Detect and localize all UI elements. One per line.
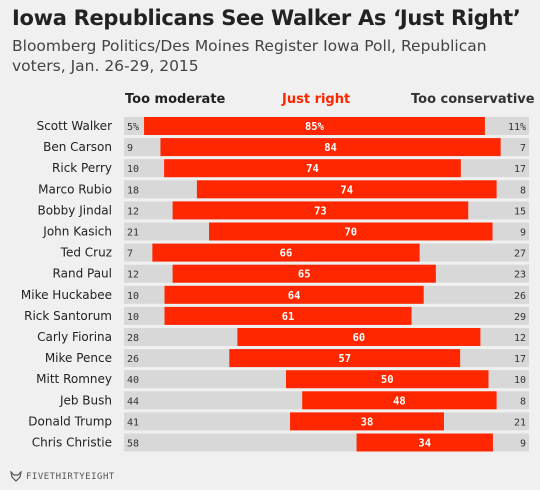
too-conservative-value: 17 [514,354,526,365]
bar-just-right [172,264,436,283]
too-conservative-value: 11% [508,122,526,133]
too-moderate-value: 41 [127,417,139,428]
too-conservative-value: 12 [514,333,526,344]
too-moderate-value: 26 [127,354,139,365]
bar-just-right [209,222,493,241]
just-right-value: 70 [344,227,357,239]
just-right-value: 65 [298,269,311,281]
too-moderate-value: 21 [127,228,139,239]
header-too-moderate: Too moderate [125,92,226,107]
candidate-label: John Kasich [42,225,112,239]
too-conservative-value: 29 [514,312,526,323]
bar-just-right [196,180,497,199]
too-moderate-value: 10 [127,164,139,175]
just-right-value: 66 [280,248,293,260]
too-conservative-value: 26 [514,291,526,302]
just-right-value: 85% [305,121,325,133]
bar-just-right [164,306,412,325]
too-moderate-value: 44 [127,396,139,407]
footer: FIVETHIRTYEIGHT [10,471,115,482]
candidate-label: Marco Rubio [38,182,112,196]
too-moderate-value: 18 [127,185,139,196]
candidate-label: Jeb Bush [59,393,112,407]
stacked-bar-chart: Scott Walker 5% 85% 11% Ben Carson 9 84 7 Rick P… [21,117,529,452]
too-moderate-value: 5% [127,122,139,133]
too-conservative-value: 8 [520,396,526,407]
bar-just-right [286,370,489,389]
too-moderate-value: 9 [127,143,133,154]
fivethirtyeight-fox-icon [10,471,22,482]
too-conservative-value: 23 [514,270,526,281]
too-moderate-value: 10 [127,291,139,302]
just-right-value: 48 [393,395,406,407]
too-moderate-value: 12 [127,270,139,281]
bar-just-right [172,201,469,220]
too-conservative-value: 27 [514,249,526,260]
too-conservative-value: 10 [514,375,526,386]
too-conservative-value: 9 [520,228,526,239]
candidate-label: Rand Paul [53,267,112,281]
bar-just-right [229,349,461,368]
chart-title: Iowa Republicans See Walker As ‘Just Rig… [12,6,521,30]
just-right-value: 73 [314,205,327,217]
just-right-value: 57 [338,353,351,365]
too-conservative-value: 17 [514,164,526,175]
just-right-value: 74 [306,163,319,175]
too-moderate-value: 58 [127,439,139,450]
header-too-conservative: Too conservative [411,92,535,107]
bar-just-right [152,243,420,262]
too-moderate-value: 12 [127,206,139,217]
just-right-value: 60 [353,332,366,344]
footer-brand: FIVETHIRTYEIGHT [26,471,115,482]
candidate-label: Chris Christie [32,436,112,450]
bar-just-right [237,328,481,346]
too-moderate-value: 40 [127,375,139,386]
chart-subtitle: Bloomberg Politics/Des Moines Register I… [12,37,487,75]
too-conservative-value: 15 [514,206,526,217]
candidate-label: Ted Cruz [60,246,112,260]
too-moderate-value: 7 [127,249,133,260]
too-conservative-value: 8 [520,185,526,196]
candidate-label: Ben Carson [43,140,112,154]
just-right-value: 64 [288,290,301,302]
just-right-value: 74 [340,184,353,196]
bar-just-right [164,159,461,178]
just-right-value: 61 [282,311,295,323]
too-conservative-value: 7 [520,143,526,154]
header-just-right: Just right [282,92,351,107]
just-right-value: 50 [381,374,394,386]
just-right-value: 38 [361,416,374,428]
candidate-label: Rick Santorum [24,309,112,323]
too-conservative-value: 21 [514,417,526,428]
too-moderate-value: 28 [127,333,139,344]
bar-just-right [160,138,501,157]
candidate-label: Bobby Jindal [37,203,112,217]
bar-just-right [356,433,493,452]
candidate-label: Donald Trump [28,414,112,428]
bar-just-right [144,117,485,135]
just-right-value: 34 [418,438,431,450]
candidate-label: Mitt Romney [36,372,112,386]
bar-just-right [302,391,497,410]
candidate-label: Carly Fiorina [37,330,112,344]
bar-just-right [290,412,444,431]
candidate-label: Scott Walker [37,119,112,133]
too-conservative-value: 9 [520,439,526,450]
bar-just-right [164,285,424,304]
candidate-label: Mike Pence [45,351,112,365]
candidate-label: Rick Perry [52,161,112,175]
just-right-value: 84 [324,142,337,154]
candidate-label: Mike Huckabee [21,288,112,302]
too-moderate-value: 10 [127,312,139,323]
